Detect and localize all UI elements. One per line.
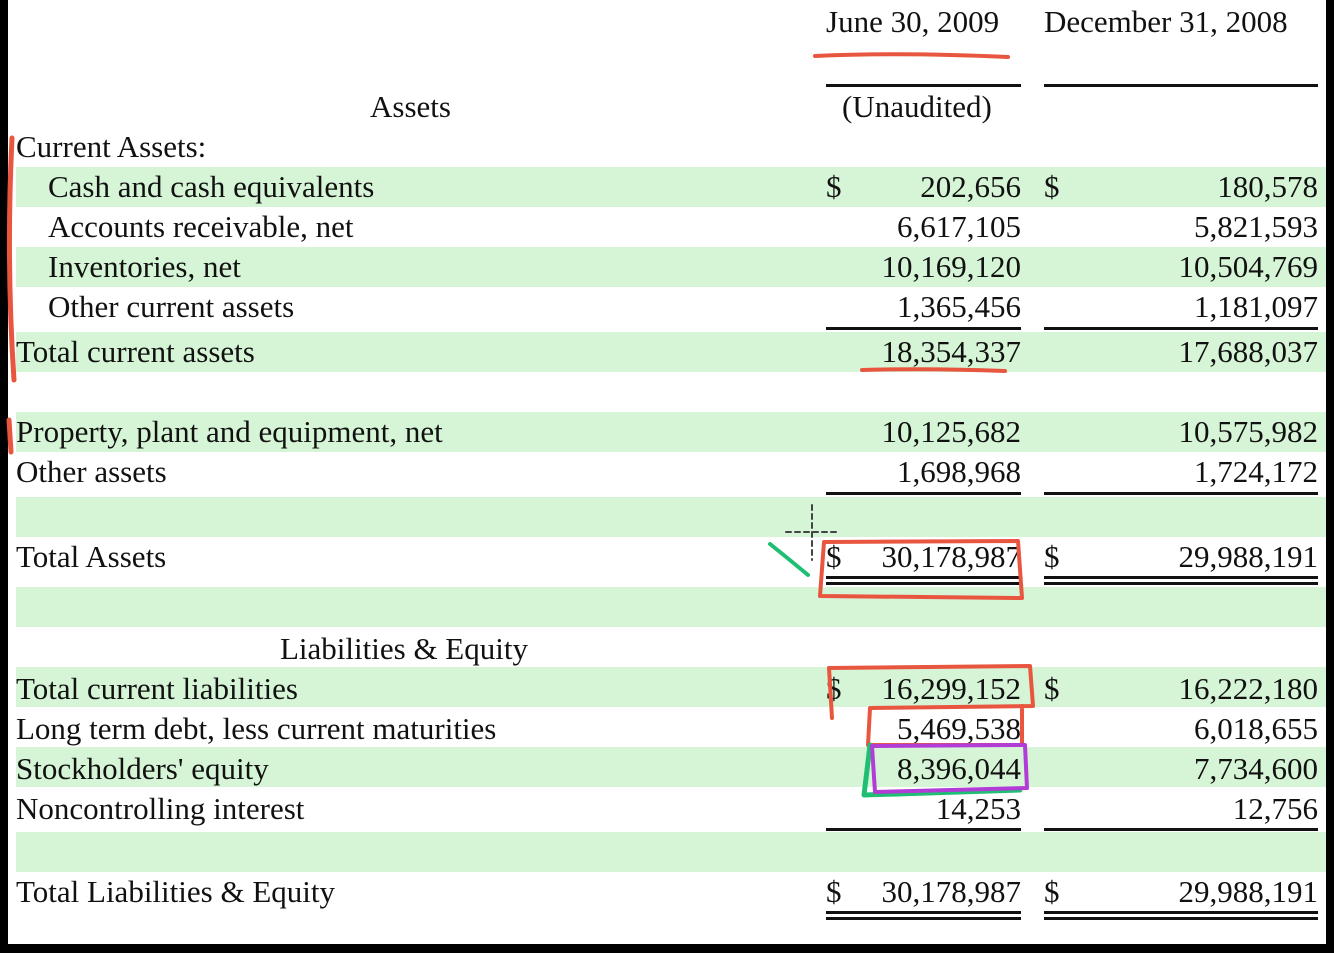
value-2009: 6,617,105 — [897, 209, 1021, 244]
subtotal-rule — [826, 492, 1021, 495]
row-label: Total current liabilities — [16, 671, 298, 706]
row-band — [16, 747, 1326, 787]
value-2009: 5,469,538 — [897, 711, 1021, 746]
row-band — [16, 667, 1326, 707]
value-2009: 202,656 — [920, 169, 1021, 204]
balance-sheet: June 30, 2009 December 31, 2008 (Unaudit… — [8, 0, 1326, 944]
value-2009: 1,698,968 — [897, 454, 1021, 489]
value-2009: 8,396,044 — [897, 751, 1021, 786]
currency-sign: $ — [1044, 169, 1060, 204]
row-band — [16, 587, 1326, 627]
header-rule — [1044, 84, 1318, 87]
value-2009: 10,169,120 — [881, 249, 1022, 284]
value-2008: 10,504,769 — [1178, 249, 1319, 284]
row-band — [16, 247, 1326, 287]
currency-sign: $ — [826, 671, 842, 706]
row-label: Long term debt, less current maturities — [16, 711, 497, 746]
value-2009: 16,299,152 — [881, 671, 1022, 706]
value-2009: 10,125,682 — [881, 414, 1022, 449]
currency-sign: $ — [1044, 671, 1060, 706]
value-2009: 14,253 — [935, 791, 1021, 826]
subtotal-rule — [1044, 492, 1318, 495]
total-double-rule — [1044, 576, 1318, 585]
value-2008: 180,578 — [1217, 169, 1318, 204]
currency-sign: $ — [1044, 874, 1060, 909]
total-double-rule — [826, 576, 1021, 585]
section-current-assets: Current Assets: — [16, 129, 207, 164]
row-label: Other assets — [16, 454, 167, 489]
section-assets: Assets — [370, 89, 451, 124]
row-label: Total Assets — [16, 539, 167, 574]
row-band — [16, 167, 1326, 207]
unaudited-label: (Unaudited) — [842, 89, 992, 124]
subtotal-rule — [1044, 327, 1318, 330]
value-2009: 18,354,337 — [881, 334, 1022, 369]
column-header-2008: December 31, 2008 — [1044, 4, 1288, 39]
row-band — [16, 832, 1326, 872]
value-2008: 5,821,593 — [1194, 209, 1318, 244]
currency-sign: $ — [826, 874, 842, 909]
header-rule — [826, 84, 1021, 87]
row-label: Inventories, net — [48, 249, 241, 284]
value-2008: 7,734,600 — [1194, 751, 1318, 786]
value-2008: 1,724,172 — [1194, 454, 1318, 489]
value-2008: 17,688,037 — [1178, 334, 1319, 369]
row-label: Stockholders' equity — [16, 751, 269, 786]
value-2008: 16,222,180 — [1178, 671, 1319, 706]
column-header-2009: June 30, 2009 — [826, 4, 1000, 39]
row-band — [16, 497, 1326, 537]
row-label: Property, plant and equipment, net — [16, 414, 443, 449]
currency-sign: $ — [1044, 539, 1060, 574]
value-2008: 6,018,655 — [1194, 711, 1318, 746]
row-label: Accounts receivable, net — [48, 209, 354, 244]
total-double-rule — [826, 911, 1021, 920]
value-2009: 1,365,456 — [897, 289, 1021, 324]
value-2008: 12,756 — [1232, 791, 1318, 826]
currency-sign: $ — [826, 539, 842, 574]
row-label: Noncontrolling interest — [16, 791, 305, 826]
subtotal-rule — [1044, 828, 1318, 831]
row-label: Total Liabilities & Equity — [16, 874, 335, 909]
row-label: Other current assets — [48, 289, 295, 324]
total-double-rule — [1044, 911, 1318, 920]
value-2008: 10,575,982 — [1178, 414, 1319, 449]
currency-sign: $ — [826, 169, 842, 204]
value-2009: 30,178,987 — [881, 539, 1022, 574]
value-2008: 1,181,097 — [1194, 289, 1318, 324]
subtotal-rule — [826, 828, 1021, 831]
subtotal-rule — [826, 327, 1021, 330]
row-label: Total current assets — [16, 334, 255, 369]
row-label: Cash and cash equivalents — [48, 169, 375, 204]
value-2008: 29,988,191 — [1178, 539, 1319, 574]
row-band — [16, 332, 1326, 372]
value-2009: 30,178,987 — [881, 874, 1022, 909]
section-liabilities-equity: Liabilities & Equity — [280, 631, 528, 666]
row-band — [16, 412, 1326, 452]
value-2008: 29,988,191 — [1178, 874, 1319, 909]
